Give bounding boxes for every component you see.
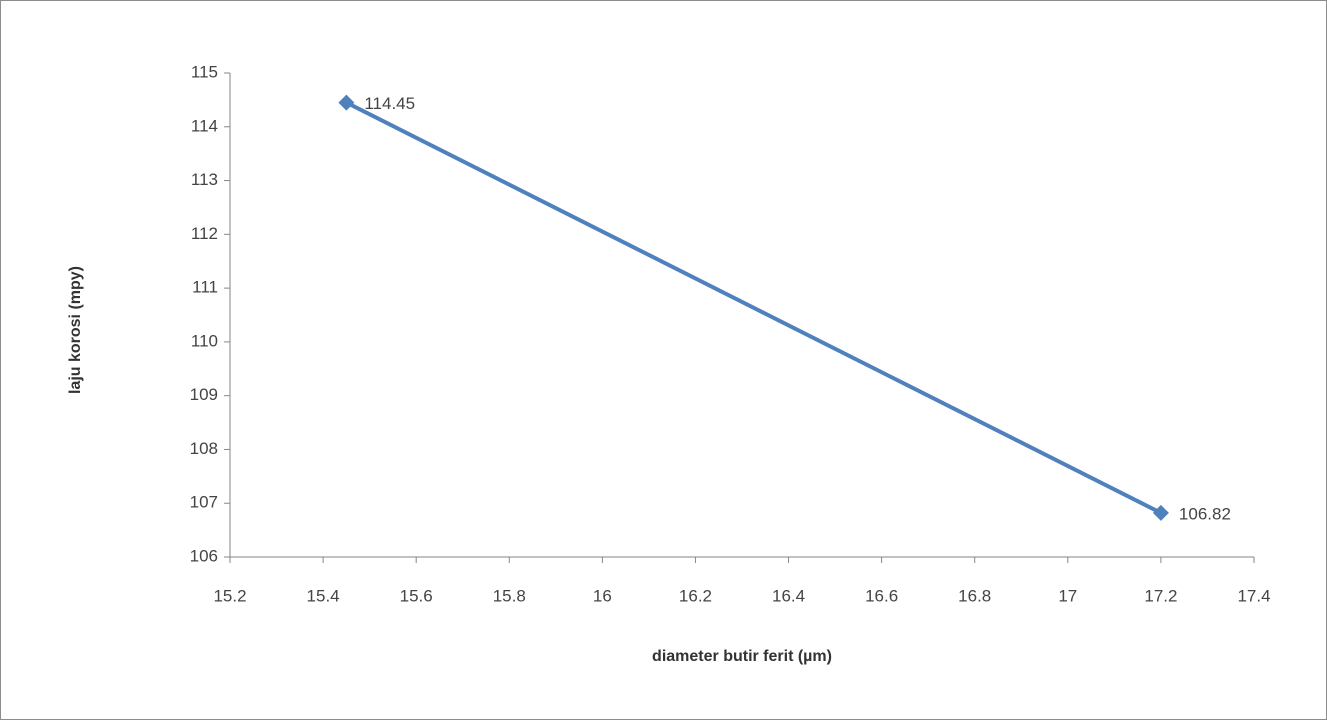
x-axis-title: diameter butir ferit (µm) bbox=[652, 648, 832, 665]
x-tick-label: 16 bbox=[593, 586, 612, 605]
y-tick-label: 110 bbox=[191, 331, 218, 350]
y-axis-title: laju korosi (mpy) bbox=[67, 266, 84, 394]
y-tick-label: 115 bbox=[191, 62, 218, 81]
y-tick-label: 111 bbox=[192, 278, 218, 297]
y-tick-label: 106 bbox=[190, 546, 218, 565]
x-tick-label: 15.6 bbox=[400, 586, 433, 605]
data-label: 106.82 bbox=[1179, 504, 1231, 523]
x-tick-label: 15.4 bbox=[307, 586, 340, 605]
x-tick-label: 17.4 bbox=[1237, 586, 1270, 605]
x-tick-label: 16.2 bbox=[679, 586, 712, 605]
y-tick-label: 107 bbox=[190, 493, 218, 512]
y-tick-label: 113 bbox=[191, 170, 218, 189]
chart: diameter butir ferit (µm) laju korosi (m… bbox=[0, 0, 1327, 720]
data-label: 114.45 bbox=[364, 94, 415, 113]
x-tick-label: 17.2 bbox=[1144, 586, 1177, 605]
y-tick-label: 112 bbox=[191, 224, 218, 243]
y-tick-label: 109 bbox=[190, 385, 218, 404]
y-tick-label: 114 bbox=[191, 116, 218, 135]
chart-frame bbox=[1, 1, 1327, 720]
x-tick-label: 16.6 bbox=[865, 586, 898, 605]
x-tick-label: 15.8 bbox=[493, 586, 526, 605]
x-tick-label: 17 bbox=[1058, 586, 1077, 605]
x-tick-label: 16.4 bbox=[772, 586, 805, 605]
x-tick-label: 16.8 bbox=[958, 586, 991, 605]
y-tick-label: 108 bbox=[190, 439, 218, 458]
x-tick-label: 15.2 bbox=[213, 586, 246, 605]
